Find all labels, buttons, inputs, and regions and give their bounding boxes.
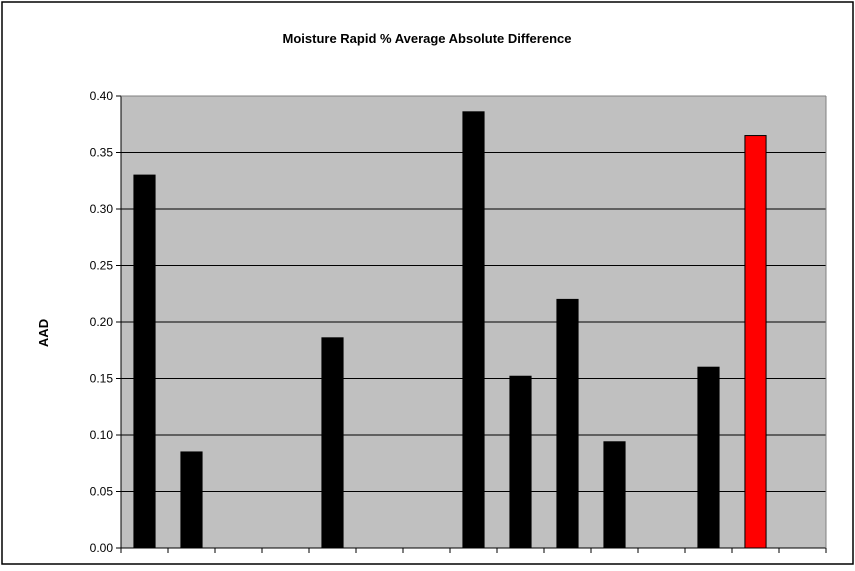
chart-title: Moisture Rapid % Average Absolute Differ… bbox=[283, 31, 572, 46]
y-tick-label: 0.25 bbox=[90, 259, 114, 273]
bar bbox=[556, 298, 579, 549]
bar bbox=[744, 135, 767, 549]
y-tick-label: 0.30 bbox=[90, 202, 114, 216]
y-tick-label: 0.15 bbox=[90, 372, 114, 386]
y-tick-label: 0.00 bbox=[90, 541, 114, 555]
bar bbox=[697, 366, 720, 549]
y-tick-label: 0.40 bbox=[90, 89, 114, 103]
bar bbox=[509, 375, 532, 549]
bar bbox=[180, 451, 203, 549]
y-tick-label: 0.05 bbox=[90, 485, 114, 499]
y-tick-label: 0.20 bbox=[90, 315, 114, 329]
bar bbox=[462, 111, 485, 549]
bar bbox=[603, 441, 626, 549]
bar bbox=[321, 337, 344, 549]
bar bbox=[133, 174, 156, 549]
y-axis-label: AAD bbox=[36, 319, 51, 347]
y-tick-label: 0.35 bbox=[90, 146, 114, 160]
plot-area: 0.00 0.05 0.10 0.15 0.20 0.25 0.30 0.35 0.40 bbox=[90, 89, 827, 555]
y-tick-label: 0.10 bbox=[90, 428, 114, 442]
